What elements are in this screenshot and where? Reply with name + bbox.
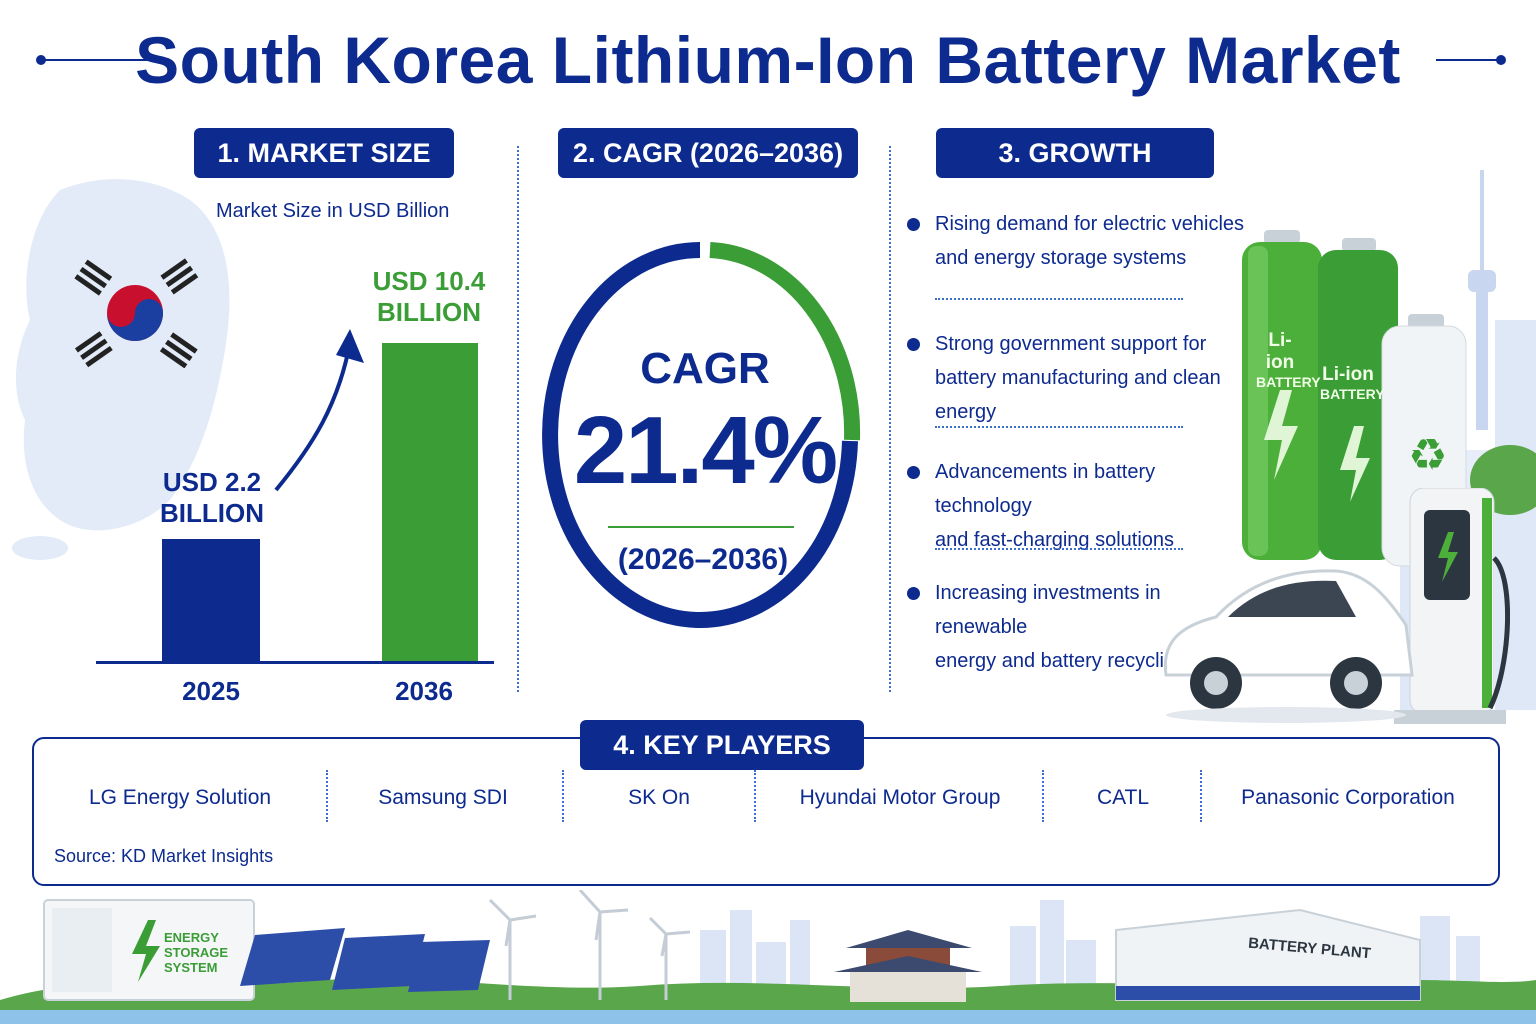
player-divider-4 bbox=[1042, 770, 1044, 822]
driver-3-line1: Advancements in battery technology bbox=[935, 461, 1156, 517]
driver-bullet-2 bbox=[907, 338, 920, 351]
svg-text:♻: ♻ bbox=[1408, 430, 1447, 481]
battery-big-label: Li-ion BATTERY bbox=[1256, 330, 1321, 390]
energy-storage-line1: ENERGY bbox=[164, 930, 219, 945]
bar-2036-label-line1: USD 10.4 bbox=[372, 266, 486, 296]
cagr-underline bbox=[608, 526, 794, 528]
cagr-word: CAGR bbox=[640, 344, 770, 393]
bar-2025-label-line2: BILLION bbox=[160, 498, 264, 528]
player-divider-1 bbox=[326, 770, 328, 822]
player-catl: CATL bbox=[1096, 786, 1150, 809]
energy-storage-line3: SYSTEM bbox=[164, 960, 218, 975]
bar-2025-label: USD 2.2 BILLION bbox=[150, 467, 274, 529]
page-title: South Korea Lithium-Ion Battery Market bbox=[135, 23, 1401, 97]
driver-4-line2: energy and battery recycling bbox=[935, 650, 1187, 672]
player-divider-3 bbox=[754, 770, 756, 822]
bottom-scene-illustration bbox=[0, 890, 1536, 1024]
driver-item-3: Advancements in battery technology and f… bbox=[935, 455, 1255, 557]
battery-big-label-line1: Li-ion bbox=[1265, 330, 1295, 373]
driver-item-1: Rising demand for electric vehicles and … bbox=[935, 207, 1255, 275]
title-left-line bbox=[40, 59, 150, 61]
driver-separator-3 bbox=[935, 548, 1183, 550]
year-2025: 2025 bbox=[182, 676, 240, 706]
driver-bullet-3 bbox=[907, 466, 920, 479]
chart-baseline bbox=[96, 661, 494, 664]
cagr-header: 2. CAGR (2026–2036) bbox=[558, 128, 858, 178]
driver-bullet-1 bbox=[907, 218, 920, 231]
bar-2036 bbox=[382, 343, 478, 661]
player-lg-energy-solution: LG Energy Solution bbox=[88, 786, 272, 809]
market-size-subtitle: Market Size in USD Billion bbox=[216, 200, 450, 222]
battery-mid-label-line2: BATTERY bbox=[1320, 386, 1385, 402]
divider-1 bbox=[517, 146, 519, 692]
driver-2-line2: battery manufacturing and clean energy bbox=[935, 367, 1221, 423]
driver-1-line2: and energy storage systems bbox=[935, 247, 1187, 269]
market-size-header: 1. MARKET SIZE bbox=[194, 128, 454, 178]
source-note: Source: KD Market Insights bbox=[54, 846, 274, 866]
energy-storage-label: ENERGY STORAGE SYSTEM bbox=[164, 930, 228, 975]
player-sk-on: SK On bbox=[628, 786, 690, 809]
bar-2036-label-line2: BILLION bbox=[377, 297, 481, 327]
bar-2025-label-line1: USD 2.2 bbox=[162, 467, 262, 497]
driver-separator-1 bbox=[935, 298, 1183, 300]
battery-mid-label-line1: Li-ion bbox=[1322, 364, 1374, 385]
driver-item-4: Increasing investments in renewable ener… bbox=[935, 576, 1255, 678]
cagr-ring bbox=[542, 242, 861, 628]
korean-flag-icon bbox=[74, 258, 199, 368]
bar-2036-label: USD 10.4 BILLION bbox=[362, 266, 496, 328]
title-right-line bbox=[1436, 59, 1502, 61]
player-divider-5 bbox=[1200, 770, 1202, 822]
ev-charger-icon bbox=[1394, 488, 1510, 724]
driver-item-2: Strong government support for battery ma… bbox=[935, 327, 1255, 429]
driver-separator-2 bbox=[935, 426, 1183, 428]
growth-drivers-header: 3. GROWTH DRIVERS bbox=[936, 128, 1214, 218]
player-samsung-sdi: Samsung SDI bbox=[378, 786, 508, 809]
energy-storage-line2: STORAGE bbox=[164, 945, 229, 960]
player-hyundai-motor-group: Hyundai Motor Group bbox=[799, 786, 1001, 809]
driver-4-line1: Increasing investments in renewable bbox=[935, 582, 1161, 638]
battery-mid-label: Li-ion BATTERY bbox=[1320, 364, 1385, 402]
electric-car-icon bbox=[1163, 569, 1414, 723]
bar-2025 bbox=[162, 538, 260, 661]
player-panasonic-corporation: Panasonic Corporation bbox=[1241, 786, 1455, 809]
year-2036: 2036 bbox=[395, 676, 453, 706]
driver-2-line1: Strong government support for bbox=[935, 333, 1207, 355]
key-players-header: 4. KEY PLAYERS bbox=[580, 720, 864, 770]
battery-big-label-line2: BATTERY bbox=[1256, 374, 1321, 390]
cagr-value: 21.4% bbox=[573, 397, 838, 504]
title-right-dot bbox=[1496, 55, 1506, 65]
driver-1-line1: Rising demand for electric vehicles bbox=[935, 213, 1245, 235]
divider-2 bbox=[889, 146, 891, 692]
player-divider-2 bbox=[562, 770, 564, 822]
driver-3-line2: and fast-charging solutions bbox=[935, 529, 1175, 551]
cagr-range: (2026–2036) bbox=[617, 543, 789, 576]
driver-bullet-4 bbox=[907, 587, 920, 600]
growth-arrow-icon bbox=[274, 329, 364, 492]
